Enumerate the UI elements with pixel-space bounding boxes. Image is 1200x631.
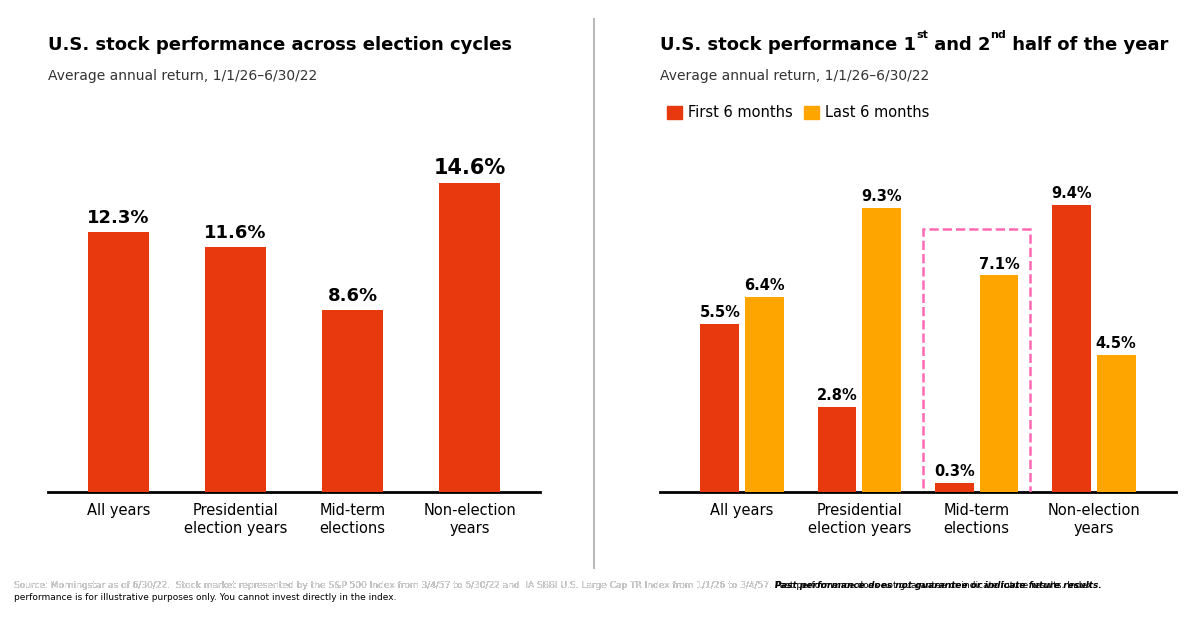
Text: Source: Morningstar as of 6/30/22.  Stock market represented by the S&P 500 Inde: Source: Morningstar as of 6/30/22. Stock… (14, 581, 1093, 602)
Text: st: st (916, 30, 928, 40)
Bar (322, 310, 383, 492)
Bar (1097, 355, 1135, 492)
Bar (88, 232, 149, 492)
Bar (439, 184, 500, 492)
Text: U.S. stock performance across election cycles: U.S. stock performance across election c… (48, 35, 512, 54)
Text: 2.8%: 2.8% (817, 388, 858, 403)
Text: 4.5%: 4.5% (1096, 336, 1136, 351)
Bar (701, 324, 739, 492)
Bar (205, 247, 266, 492)
Bar (817, 406, 857, 492)
Text: and 2: and 2 (928, 35, 990, 54)
Text: 12.3%: 12.3% (88, 209, 150, 227)
Legend: First 6 months, Last 6 months: First 6 months, Last 6 months (667, 105, 929, 120)
Text: 8.6%: 8.6% (328, 287, 378, 305)
Text: U.S. stock performance 1: U.S. stock performance 1 (660, 35, 916, 54)
Bar (979, 275, 1019, 492)
Text: half of the year: half of the year (1006, 35, 1169, 54)
Bar (745, 297, 784, 492)
Text: Past performance does not guarantee or indicate future results.: Past performance does not guarantee or i… (775, 581, 1102, 589)
Text: 9.3%: 9.3% (862, 189, 902, 204)
Text: Source: Morningstar as of 6/30/22.  Stock market represented by the S&P 500 Inde: Source: Morningstar as of 6/30/22. Stock… (14, 581, 775, 589)
Text: 14.6%: 14.6% (433, 158, 506, 178)
Text: 11.6%: 11.6% (204, 223, 266, 242)
Text: 9.4%: 9.4% (1051, 186, 1092, 201)
Text: 5.5%: 5.5% (700, 305, 740, 321)
Bar (923, 229, 1030, 493)
Bar (935, 483, 973, 492)
Bar (1052, 205, 1091, 492)
Text: nd: nd (990, 30, 1006, 40)
Text: 6.4%: 6.4% (744, 278, 785, 293)
Bar (863, 208, 901, 492)
Text: Average annual return, 1/1/26–6/30/22: Average annual return, 1/1/26–6/30/22 (660, 69, 929, 83)
Text: 0.3%: 0.3% (934, 464, 974, 480)
Text: Average annual return, 1/1/26–6/30/22: Average annual return, 1/1/26–6/30/22 (48, 69, 317, 83)
Text: 7.1%: 7.1% (978, 257, 1019, 271)
